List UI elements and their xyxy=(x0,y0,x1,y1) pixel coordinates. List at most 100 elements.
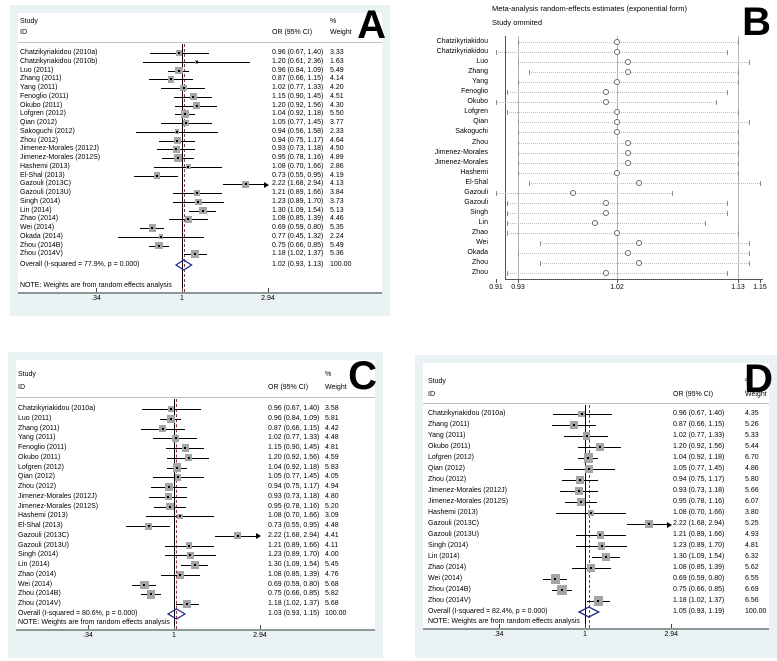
study-label: Qian (2012) xyxy=(428,465,465,472)
overall-label: Overall (I-squared = 77.9%, p = 0.000) xyxy=(20,261,140,268)
point-estimate-marker xyxy=(176,476,179,479)
weight-value: 5.83 xyxy=(325,463,339,471)
ci-lower-cap xyxy=(518,170,519,176)
study-label: Singh (2014) xyxy=(18,551,59,559)
point-estimate-marker xyxy=(236,534,239,537)
overall-or-ci-value: 1.03 (0.93, 1.15) xyxy=(268,610,320,617)
weight-value: 5.25 xyxy=(745,520,759,527)
weight-value: 4.41 xyxy=(325,531,339,539)
study-label: Okubo (2011) xyxy=(18,453,61,461)
or-ci-value: 1.21 (0.89, 1.66) xyxy=(272,189,324,196)
or-ci-value: 0.93 (0.73, 1.18) xyxy=(673,487,725,494)
study-label: Fenoglio (2011) xyxy=(20,92,69,100)
study-label: Jimenez-Morales (2012J) xyxy=(428,487,507,494)
or-ci-value: 1.30 (1.09, 1.54) xyxy=(272,206,324,214)
overall-diamond xyxy=(577,606,601,618)
or-ci-value: 1.30 (1.09, 1.54) xyxy=(268,561,320,569)
point-estimate-marker xyxy=(195,60,198,63)
weight-value: 6.56 xyxy=(745,597,759,604)
point-estimate-marker xyxy=(585,435,588,437)
x-axis-tick-label: 1 xyxy=(172,632,176,639)
panel-c-forest-plot: Study ID OR (95% CI) % Weight NOTE: Weig… xyxy=(8,352,383,658)
point-estimate-marker xyxy=(647,523,650,525)
x-axis-tick xyxy=(617,279,618,283)
point-estimate-marker xyxy=(604,556,607,558)
study-label: Luo (2011) xyxy=(18,414,52,422)
header-separator-line xyxy=(18,42,382,43)
ci-dotted-line xyxy=(540,263,749,265)
or-ci-value: 0.95 (0.78, 1.16) xyxy=(673,498,725,505)
point-estimate-marker xyxy=(572,424,575,426)
omitted-study-label: Chatzikyriakidou xyxy=(436,38,488,45)
study-label: Zhou (2014B) xyxy=(20,241,63,249)
study-label: Zhou (2012) xyxy=(20,136,59,144)
ci-lower-cap xyxy=(529,70,530,76)
point-estimate-marker xyxy=(182,87,185,89)
or-ci-value: 1.08 (0.85, 1.39) xyxy=(268,570,320,578)
point-estimate-marker xyxy=(143,583,146,586)
study-label: Lin (2014) xyxy=(428,553,460,560)
estimate-circle-marker xyxy=(614,49,620,56)
study-label: Zhou (2014V) xyxy=(20,250,63,258)
weight-value: 5.62 xyxy=(745,564,759,571)
or-ci-value: 0.94 (0.56, 1.58) xyxy=(272,127,324,135)
or-ci-value: 0.87 (0.66, 1.15) xyxy=(272,75,324,83)
omitted-study-label: El-Shal xyxy=(465,178,488,186)
study-label: Singh (2014) xyxy=(20,197,61,205)
x-axis-tick-label: 2.94 xyxy=(253,632,267,639)
study-label: Sakoguchi (2012) xyxy=(20,127,75,135)
ci-lower-cap xyxy=(540,241,541,246)
study-label: Okada (2014) xyxy=(20,232,63,240)
column-header-or: OR (95% CI) xyxy=(268,384,309,391)
study-label: Jimenez-Morales (2012S) xyxy=(428,498,509,505)
overall-estimate-dashed-line xyxy=(176,399,178,629)
weight-value: 6.69 xyxy=(745,586,759,593)
study-label: Gazouli (2013U) xyxy=(20,189,71,196)
estimate-circle-marker xyxy=(570,189,576,196)
estimate-circle-marker xyxy=(625,149,631,156)
weight-value: 4.93 xyxy=(745,531,759,538)
x-axis-tick xyxy=(174,625,175,629)
ci-upper-cap xyxy=(738,130,739,136)
ci-upper-cap xyxy=(749,60,750,66)
point-estimate-marker xyxy=(579,501,582,503)
study-label: Fenoglio (2011) xyxy=(18,444,67,452)
point-estimate-marker xyxy=(599,534,602,536)
panel-b-sensitivity-plot: Meta-analysis random-effects estimates (… xyxy=(400,0,777,330)
sensitivity-subtitle: Study ommited xyxy=(492,18,543,27)
ci-lower-cap xyxy=(507,220,508,226)
or-ci-value: 0.93 (0.73, 1.18) xyxy=(272,145,324,153)
weight-value: 6.55 xyxy=(745,575,759,582)
point-estimate-marker xyxy=(554,578,557,580)
study-label: Zhou (2012) xyxy=(18,483,57,491)
x-axis-tick-label: 1 xyxy=(180,295,184,302)
weight-value: 6.70 xyxy=(745,454,759,461)
omitted-study-label: Singh xyxy=(470,208,488,216)
point-estimate-marker xyxy=(168,486,171,489)
ci-lower-cap xyxy=(496,190,497,196)
weight-value: 3.09 xyxy=(325,512,339,520)
weight-value: 4.50 xyxy=(330,145,344,153)
study-label: Lofgren (2012) xyxy=(20,110,66,118)
ci-upper-cap xyxy=(749,120,750,126)
overall-label: Overall (I-squared = 80.6%, p = 0.000) xyxy=(18,610,138,617)
point-estimate-marker xyxy=(169,417,172,420)
weight-value: 4.48 xyxy=(325,522,339,530)
point-estimate-marker xyxy=(244,183,247,186)
or-ci-value: 0.96 (0.84, 1.09) xyxy=(272,66,324,74)
study-label: Jimenez-Morales (2012J) xyxy=(18,492,97,500)
x-axis-tick xyxy=(96,288,98,292)
point-estimate-marker xyxy=(587,468,590,470)
or-ci-value: 0.75 (0.66, 0.85) xyxy=(673,586,725,593)
weight-value: 5.68 xyxy=(325,580,339,588)
or-ci-value: 0.94 (0.75, 1.17) xyxy=(272,136,324,144)
weight-value: 4.14 xyxy=(330,75,344,83)
column-header-id: ID xyxy=(428,391,435,398)
point-estimate-marker xyxy=(590,567,593,569)
point-estimate-marker xyxy=(197,200,200,203)
weight-value: 4.30 xyxy=(330,101,344,109)
study-label: Gazouli (2013U) xyxy=(18,541,69,549)
or-ci-value: 2.22 (1.68, 2.94) xyxy=(673,520,725,527)
study-label: Gazouli (2013U) xyxy=(428,531,479,538)
ci-lower-cap xyxy=(507,110,508,116)
